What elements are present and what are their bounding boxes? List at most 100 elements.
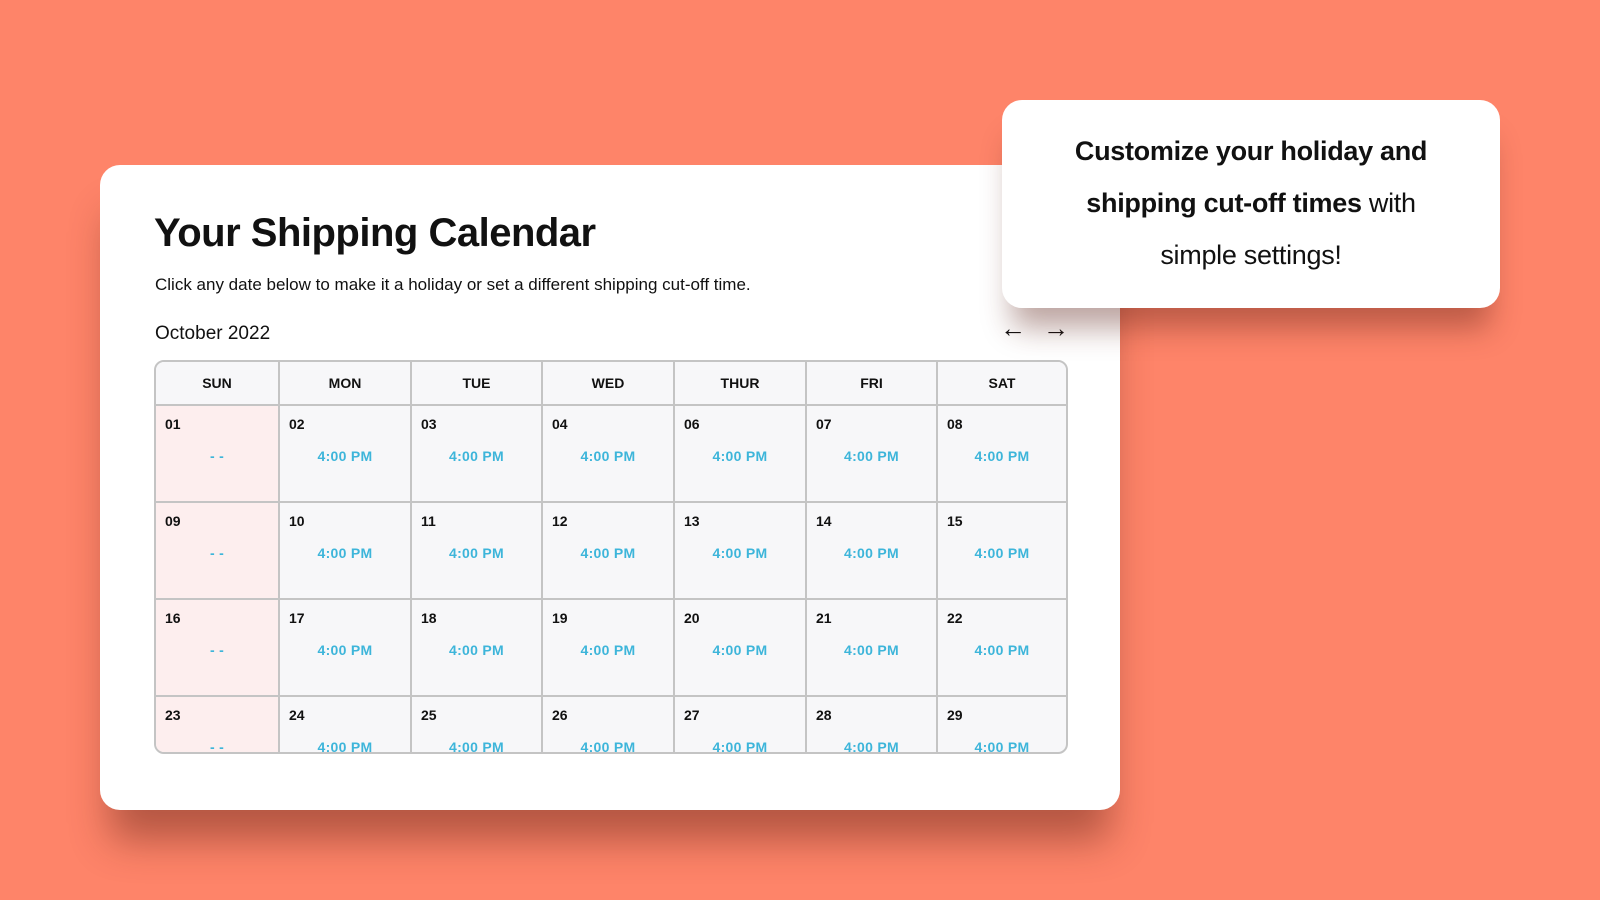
calendar-day-cell[interactable]: 02 4:00 PM <box>279 405 412 503</box>
weekday-header: THUR <box>674 362 807 406</box>
calendar-day-cell[interactable]: 06 4:00 PM <box>674 405 807 503</box>
day-number: 27 <box>684 707 700 723</box>
day-number: 16 <box>165 610 181 626</box>
calendar-day-cell[interactable]: 11 4:00 PM <box>411 502 543 600</box>
shipping-calendar-card: Your Shipping Calendar Click any date be… <box>100 165 1120 810</box>
day-number: 23 <box>165 707 181 723</box>
page-subtitle: Click any date below to make it a holida… <box>155 275 751 294</box>
calendar-day-cell[interactable]: 23 - - <box>156 696 280 754</box>
calendar-day-cell[interactable]: 28 4:00 PM <box>806 696 938 754</box>
cutoff-time: 4:00 PM <box>712 545 768 561</box>
weekday-header: WED <box>542 362 675 406</box>
day-number: 19 <box>552 610 568 626</box>
cutoff-time: 4:00 PM <box>317 642 373 658</box>
calendar-day-cell[interactable]: 18 4:00 PM <box>411 599 543 697</box>
day-number: 26 <box>552 707 568 723</box>
calendar-week: 16 - - 17 4:00 PM 18 4:00 PM 19 4:00 PM 20 4:00 P… <box>156 599 1066 697</box>
calendar-week: 01 - - 02 4:00 PM 03 4:00 PM 04 4:00 PM 06 4:00 P… <box>156 405 1066 503</box>
weekday-header: SUN <box>156 362 280 406</box>
calendar-day-cell[interactable]: 26 4:00 PM <box>542 696 675 754</box>
day-number: 22 <box>947 610 963 626</box>
callout-line-2: with <box>1361 188 1416 218</box>
cutoff-time: - - <box>209 448 225 464</box>
calendar-day-cell[interactable]: 07 4:00 PM <box>806 405 938 503</box>
cutoff-time: 4:00 PM <box>974 545 1030 561</box>
day-number: 18 <box>421 610 437 626</box>
calendar-day-cell[interactable]: 12 4:00 PM <box>542 502 675 600</box>
feature-callout: Customize your holiday and shipping cut-… <box>1002 100 1500 308</box>
day-number: 15 <box>947 513 963 529</box>
callout-line-3: simple settings! <box>1160 240 1342 270</box>
calendar-day-cell[interactable]: 17 4:00 PM <box>279 599 412 697</box>
cutoff-time: - - <box>209 545 225 561</box>
day-number: 11 <box>421 513 436 529</box>
cutoff-time: 4:00 PM <box>712 739 768 754</box>
day-number: 28 <box>816 707 832 723</box>
cutoff-time: 4:00 PM <box>843 739 899 754</box>
cutoff-time: 4:00 PM <box>580 545 636 561</box>
calendar-day-cell[interactable]: 14 4:00 PM <box>806 502 938 600</box>
cutoff-time: 4:00 PM <box>843 642 899 658</box>
day-number: 29 <box>947 707 963 723</box>
cutoff-time: 4:00 PM <box>448 448 504 464</box>
calendar-day-cell[interactable]: 19 4:00 PM <box>542 599 675 697</box>
weekday-header: TUE <box>411 362 543 406</box>
cutoff-time: 4:00 PM <box>317 739 373 754</box>
calendar-day-cell[interactable]: 29 4:00 PM <box>937 696 1066 754</box>
cutoff-time: 4:00 PM <box>317 545 373 561</box>
calendar-day-cell[interactable]: 10 4:00 PM <box>279 502 412 600</box>
day-number: 10 <box>289 513 305 529</box>
cutoff-time: 4:00 PM <box>317 448 373 464</box>
day-number: 12 <box>552 513 568 529</box>
calendar-day-cell[interactable]: 21 4:00 PM <box>806 599 938 697</box>
day-number: 24 <box>289 707 305 723</box>
cutoff-time: 4:00 PM <box>974 739 1030 754</box>
cutoff-time: 4:00 PM <box>580 642 636 658</box>
page-title: Your Shipping Calendar <box>154 211 596 255</box>
cutoff-time: 4:00 PM <box>448 739 504 754</box>
weekday-header: FRI <box>806 362 938 406</box>
day-number: 06 <box>684 416 700 432</box>
cutoff-time: 4:00 PM <box>712 448 768 464</box>
day-number: 25 <box>421 707 437 723</box>
calendar-day-cell[interactable]: 24 4:00 PM <box>279 696 412 754</box>
calendar-day-cell[interactable]: 03 4:00 PM <box>411 405 543 503</box>
calendar-day-cell[interactable]: 27 4:00 PM <box>674 696 807 754</box>
callout-line-1: Customize your holiday and <box>1074 136 1428 166</box>
day-number: 14 <box>816 513 832 529</box>
calendar-day-cell[interactable]: 09 - - <box>156 502 280 600</box>
day-number: 08 <box>947 416 963 432</box>
calendar-day-cell[interactable]: 01 - - <box>156 405 280 503</box>
calendar-day-cell[interactable]: 22 4:00 PM <box>937 599 1066 697</box>
cutoff-time: 4:00 PM <box>843 545 899 561</box>
callout-line-2-bold: shipping cut-off times <box>1086 188 1362 218</box>
day-number: 07 <box>816 416 832 432</box>
day-number: 13 <box>684 513 700 529</box>
cutoff-time: 4:00 PM <box>843 448 899 464</box>
day-number: 17 <box>289 610 305 626</box>
cutoff-time: - - <box>209 739 225 754</box>
calendar-day-cell[interactable]: 20 4:00 PM <box>674 599 807 697</box>
calendar-grid: SUN MON TUE WED THUR FRI SAT 01 - - 02 4:00 PM 03 4… <box>154 360 1068 754</box>
month-label: October 2022 <box>155 323 271 344</box>
cutoff-time: 4:00 PM <box>448 642 504 658</box>
cutoff-time: 4:00 PM <box>974 642 1030 658</box>
day-number: 21 <box>816 610 832 626</box>
calendar-day-cell[interactable]: 04 4:00 PM <box>542 405 675 503</box>
cutoff-time: 4:00 PM <box>974 448 1030 464</box>
calendar-day-cell[interactable]: 13 4:00 PM <box>674 502 807 600</box>
weekday-header: MON <box>279 362 412 406</box>
calendar-day-cell[interactable]: 15 4:00 PM <box>937 502 1066 600</box>
calendar-day-cell[interactable]: 08 4:00 PM <box>937 405 1066 503</box>
arrow-left-icon[interactable]: ← <box>1000 313 1026 343</box>
calendar-day-cell[interactable]: 16 - - <box>156 599 280 697</box>
cutoff-time: - - <box>209 642 225 658</box>
day-number: 02 <box>289 416 305 432</box>
day-number: 20 <box>684 610 700 626</box>
cutoff-time: 4:00 PM <box>712 642 768 658</box>
cutoff-time: 4:00 PM <box>580 739 636 754</box>
day-number: 04 <box>552 416 568 432</box>
arrow-right-icon[interactable]: → <box>1043 313 1069 343</box>
day-number: 03 <box>421 416 437 432</box>
calendar-day-cell[interactable]: 25 4:00 PM <box>411 696 543 754</box>
